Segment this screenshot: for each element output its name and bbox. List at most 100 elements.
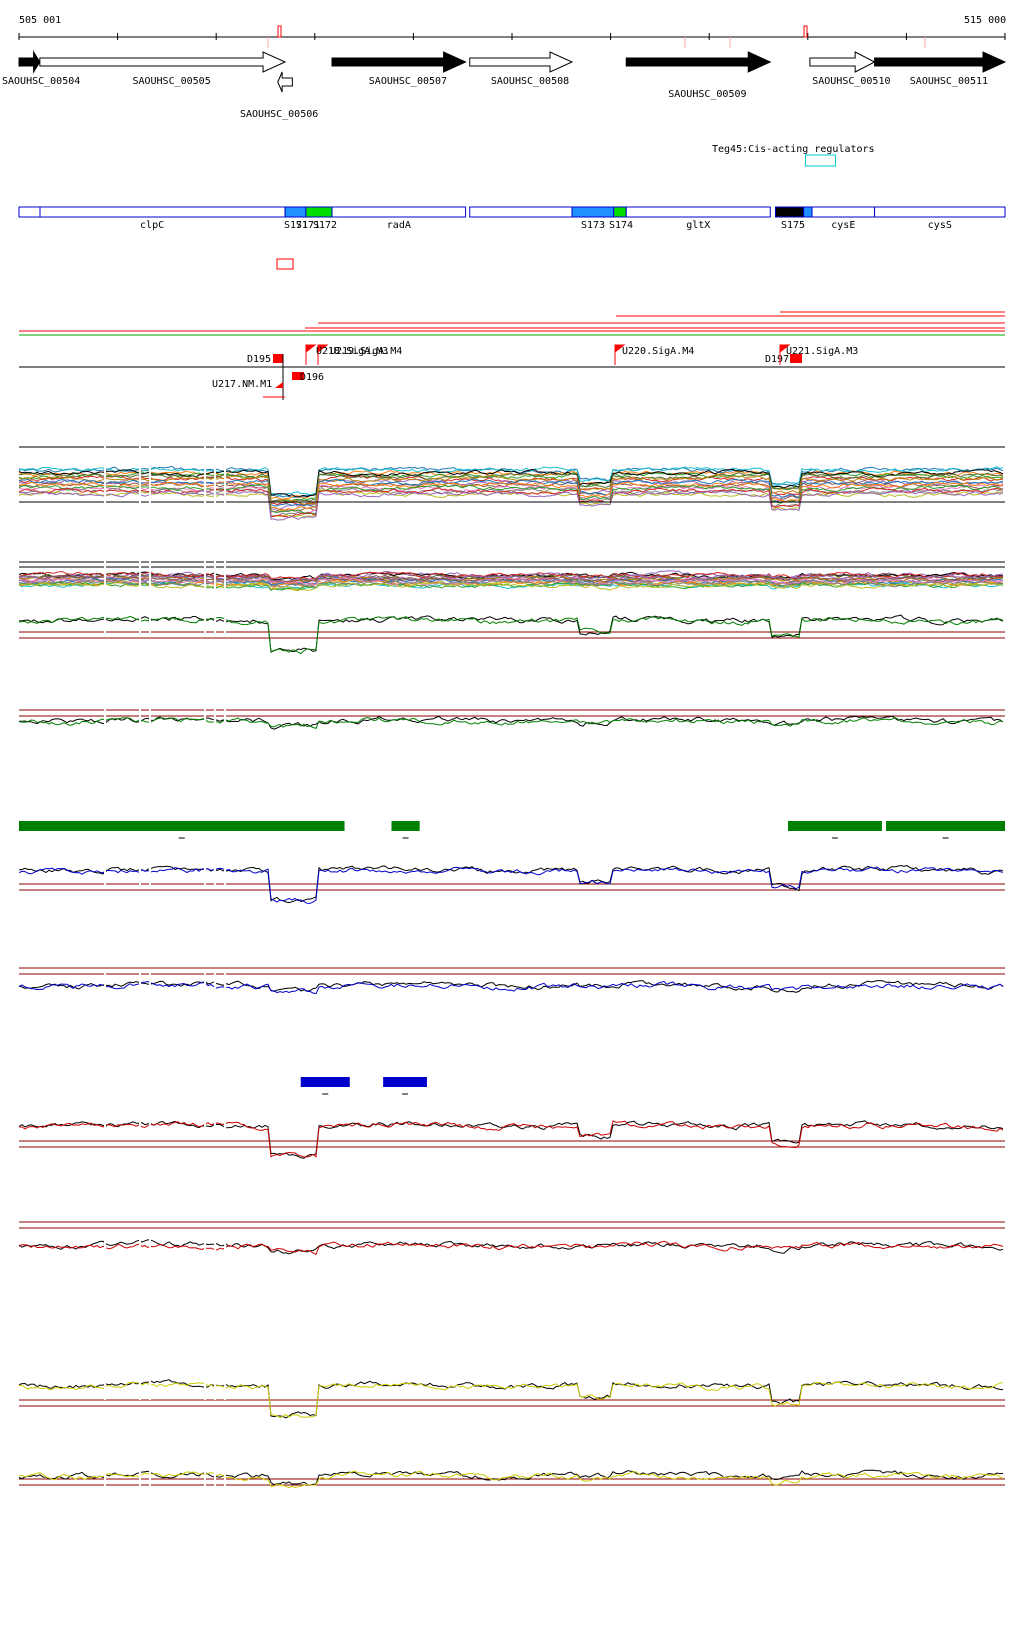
- annotation-block[interactable]: [469, 206, 573, 218]
- expression-line: [18, 866, 1004, 904]
- annotation-block[interactable]: [803, 206, 813, 218]
- segment-label[interactable]: S175: [781, 220, 805, 231]
- gene-arrow[interactable]: [277, 71, 293, 93]
- annotation-block[interactable]: [774, 206, 805, 218]
- promoter-label[interactable]: U217.NM.M1: [212, 379, 272, 390]
- feature-marker[interactable]: [276, 258, 294, 270]
- gene-arrow[interactable]: [39, 51, 287, 73]
- gene-label[interactable]: SAOUHSC_00511: [910, 76, 988, 87]
- gene-label[interactable]: SAOUHSC_00507: [369, 76, 447, 87]
- annotation-block[interactable]: [331, 206, 467, 218]
- gene-label[interactable]: SAOUHSC_00505: [132, 76, 210, 87]
- coordinate-ruler: 505 001 515 000: [18, 15, 1006, 48]
- promoter-arrow[interactable]: [305, 344, 317, 365]
- annotation-label[interactable]: cysS: [928, 220, 952, 231]
- expression-line: [18, 574, 1004, 583]
- expression-line: [18, 1120, 1004, 1159]
- ruler-marker: [277, 25, 282, 38]
- signal-tracks: [18, 440, 1005, 1490]
- expression-line: [18, 487, 1003, 517]
- segment-label[interactable]: S171: [284, 220, 308, 231]
- expression-line: [18, 474, 1004, 506]
- ruler-ticks: [18, 25, 1006, 48]
- region-bar-green[interactable]: [19, 821, 345, 831]
- segment-label[interactable]: S174: [609, 220, 633, 231]
- expression-line: [18, 717, 1004, 730]
- gene-arrow[interactable]: [18, 50, 41, 74]
- expression-line: [18, 472, 1004, 503]
- expression-line: [18, 980, 1004, 995]
- segment-label[interactable]: S173: [581, 220, 605, 231]
- annotation-block[interactable]: [613, 206, 627, 218]
- expression-line: [18, 1469, 1004, 1487]
- regulator-box[interactable]: [804, 154, 836, 167]
- promoter-marker[interactable]: [790, 354, 802, 363]
- expression-line: [18, 1240, 1004, 1256]
- annotation-block[interactable]: [18, 206, 286, 218]
- ruler-marker: [803, 25, 808, 38]
- promoter-track: D195 D196 U217.NM.M1 U218.SigA.M3 U219.S…: [19, 344, 1005, 400]
- gene-arrow[interactable]: [469, 51, 574, 73]
- promoter-label[interactable]: U218.SigA.M3: [316, 346, 388, 357]
- promoter-label[interactable]: U221.SigA.M3: [786, 346, 858, 357]
- promoter-label[interactable]: D197: [765, 354, 789, 365]
- region-bar-blue[interactable]: [300, 1077, 350, 1087]
- promoter-arrow[interactable]: [779, 344, 791, 365]
- gene-label[interactable]: SAOUHSC_00510: [812, 76, 890, 87]
- expression-line: [18, 614, 1004, 653]
- annotation-label[interactable]: cysE: [831, 220, 855, 231]
- region-bar-green[interactable]: [391, 821, 420, 831]
- annotation-block[interactable]: [284, 206, 307, 218]
- annotation-label[interactable]: radA: [387, 220, 411, 231]
- annotation-track: clpC radA gltX cysE cysS: [18, 206, 1006, 231]
- region-bar-blue[interactable]: [383, 1077, 427, 1087]
- gene-label[interactable]: SAOUHSC_00509: [668, 89, 746, 100]
- region-bar-green[interactable]: [787, 821, 882, 831]
- expression-line: [19, 715, 1004, 730]
- expression-line: [18, 581, 1004, 591]
- expression-line: [18, 572, 1004, 583]
- promoter-arrow[interactable]: [317, 344, 329, 365]
- expression-line: [18, 468, 1004, 498]
- expression-line: [18, 1239, 1004, 1255]
- ruler-start-label: 505 001: [19, 15, 61, 26]
- annotation-block[interactable]: [305, 206, 333, 218]
- promoter-label[interactable]: U219.SigA.M4: [330, 346, 402, 357]
- promoter-marker[interactable]: [292, 372, 304, 380]
- expression-line: [18, 1381, 1004, 1419]
- region-bar-green[interactable]: [886, 821, 1005, 831]
- annotation-label[interactable]: clpC: [140, 220, 164, 231]
- gene-label[interactable]: SAOUHSC_00508: [491, 76, 569, 87]
- annotation-block[interactable]: [571, 206, 615, 218]
- expression-line: [18, 572, 1004, 584]
- gene-label[interactable]: SAOUHSC_00506: [240, 109, 318, 120]
- annotation-block[interactable]: [625, 206, 771, 218]
- promoter-label[interactable]: D196: [300, 372, 324, 383]
- expression-line: [18, 483, 1004, 515]
- segment-label[interactable]: S171: [296, 220, 320, 231]
- gene-label[interactable]: SAOUHSC_00504: [2, 76, 80, 87]
- gene-arrow[interactable]: [874, 51, 1007, 73]
- expression-line: [18, 980, 1004, 993]
- gene-arrow[interactable]: [331, 51, 467, 73]
- expression-line: [18, 579, 1004, 589]
- promoter-label[interactable]: U220.SigA.M4: [622, 346, 694, 357]
- annotation-block[interactable]: [811, 206, 876, 218]
- gene-arrow[interactable]: [625, 51, 772, 73]
- segment-labels: S171 S171 S172 S173 S174 S175: [284, 220, 805, 231]
- promoter-arrow[interactable]: [614, 344, 626, 365]
- segment-label[interactable]: S172: [313, 220, 337, 231]
- ruler-end-label: 515 000: [964, 15, 1006, 26]
- annotation-block[interactable]: [874, 206, 1006, 218]
- promoter-arrow[interactable]: [275, 382, 283, 388]
- regulator-label: Teg45:Cis-acting regulators: [712, 144, 875, 155]
- promoter-marker[interactable]: [273, 354, 283, 363]
- annotation-label[interactable]: gltX: [686, 220, 710, 231]
- promoter-label[interactable]: D195: [247, 354, 271, 365]
- expression-line: [18, 466, 1004, 496]
- expression-line: [18, 481, 1004, 511]
- gene-arrow[interactable]: [809, 51, 876, 73]
- expression-line: [18, 1470, 1004, 1489]
- expression-line: [18, 615, 1004, 655]
